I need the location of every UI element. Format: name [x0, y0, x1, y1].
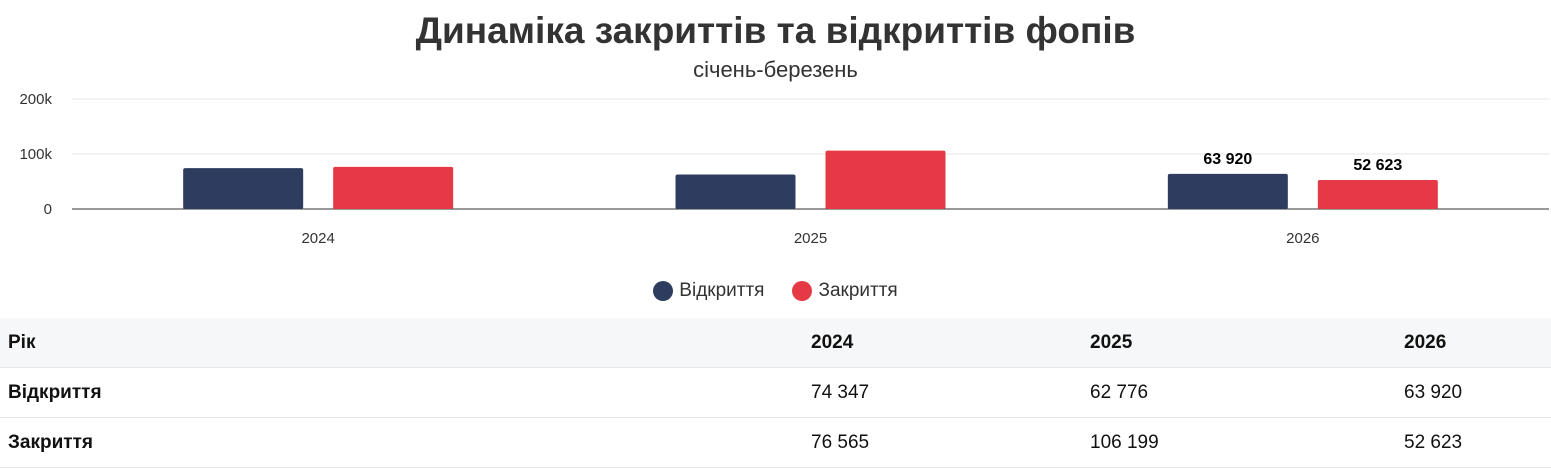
table-cell: 52 623 — [1396, 417, 1551, 468]
data-table: Рік 2024 2025 2026 Відкриття 74 347 62 7… — [0, 318, 1551, 468]
table-cell: 74 347 — [803, 367, 1082, 418]
table-header-cell: 2026 — [1396, 318, 1551, 368]
chart-title: Динаміка закриттів та відкриттів фопів — [415, 10, 1136, 51]
bar — [183, 168, 304, 209]
legend-label-openings: Відкриття — [679, 280, 765, 301]
legend-swatch-closures — [792, 281, 813, 301]
y-tick-label: 0 — [44, 201, 52, 218]
data-label: 52 623 — [1353, 157, 1402, 174]
bar — [1317, 180, 1438, 209]
table-cell: 63 920 — [1396, 367, 1551, 418]
bar — [675, 174, 796, 209]
table-header-cell: 2024 — [803, 318, 1082, 368]
table-cell: 62 776 — [1082, 367, 1396, 418]
legend-item-closures[interactable]: Закриття — [792, 280, 898, 302]
table-row-label: Закриття — [0, 417, 803, 468]
bar — [333, 166, 454, 209]
y-tick-label: 200k — [19, 91, 52, 108]
x-tick-label: 2025 — [794, 230, 827, 247]
legend-swatch-openings — [653, 281, 674, 301]
table-cell: 106 199 — [1082, 417, 1396, 468]
table-cell: 76 565 — [803, 417, 1082, 468]
y-tick-label: 100k — [19, 146, 52, 163]
legend-label-closures: Закриття — [818, 280, 898, 301]
table-row: Закриття 76 565 106 199 52 623 — [0, 417, 1551, 468]
bar-chart: 0 100k 200k 2024 2025 2026 63 920 52 623 — [19, 91, 1549, 247]
table-row: Відкриття 74 347 62 776 63 920 — [0, 367, 1551, 418]
x-tick-label: 2024 — [301, 230, 334, 247]
chart-subtitle: січень-березень — [693, 57, 858, 82]
x-tick-label: 2026 — [1286, 230, 1319, 247]
bar — [825, 150, 946, 209]
legend: Відкриття Закриття — [0, 280, 1551, 302]
table-row-label: Відкриття — [0, 367, 803, 418]
bar — [1167, 173, 1288, 209]
table-header-cell: Рік — [0, 318, 803, 368]
data-label: 63 920 — [1203, 151, 1252, 168]
table-header-cell: 2025 — [1082, 318, 1396, 368]
table-header-row: Рік 2024 2025 2026 — [0, 318, 1551, 368]
legend-item-openings[interactable]: Відкриття — [653, 280, 764, 302]
